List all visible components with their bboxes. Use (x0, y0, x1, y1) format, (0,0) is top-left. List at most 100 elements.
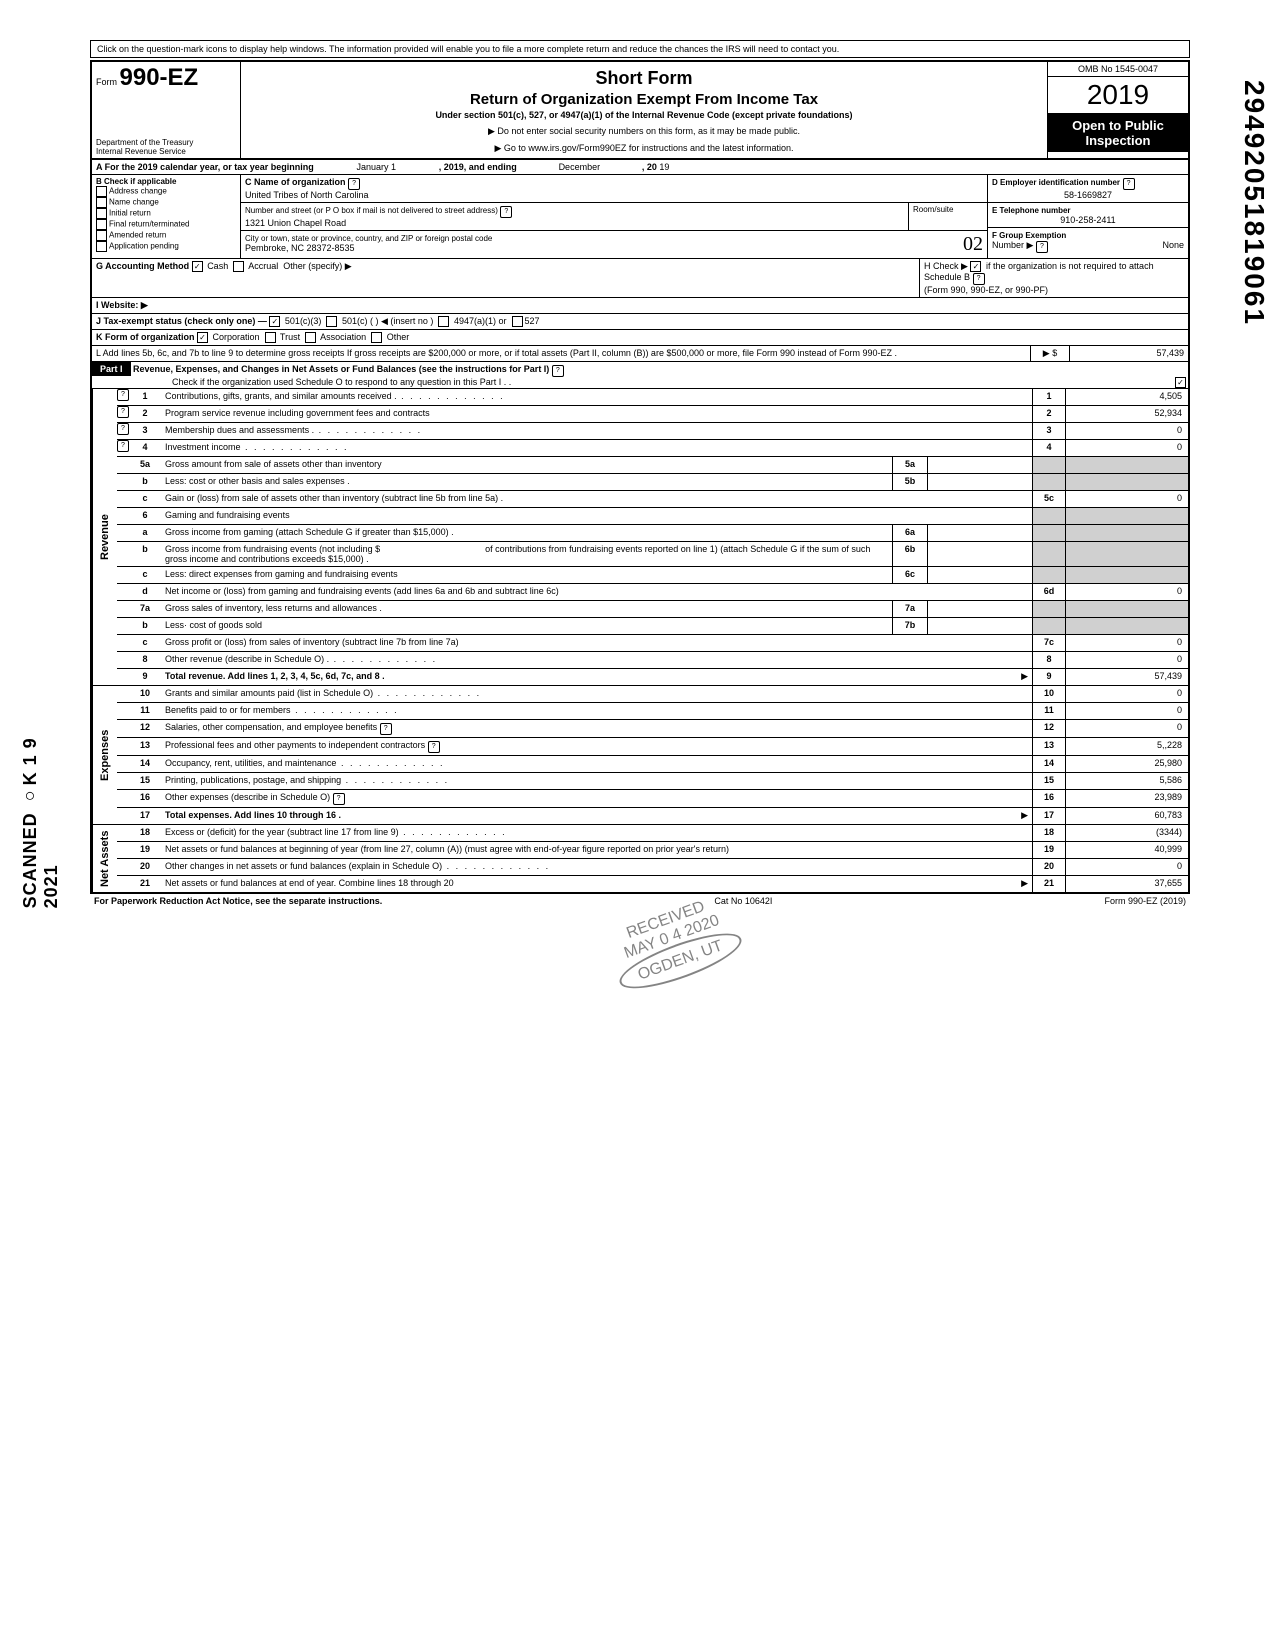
line-6d-desc: Net income or (loss) from gaming and fun… (161, 584, 1032, 600)
line-5b-no: b (129, 474, 161, 490)
line-9-amtno: 9 (1032, 669, 1066, 685)
part1-label: Part I (92, 362, 131, 376)
chk-accrual[interactable] (233, 261, 244, 272)
form-header: Form 990-EZ Department of the Treasury I… (90, 60, 1190, 160)
footer-right: Form 990-EZ (2019) (1104, 896, 1186, 906)
help-icon[interactable]: ? (973, 273, 985, 285)
line-21-no: 21 (129, 876, 161, 892)
row-a-suffix: , 20 (642, 162, 657, 172)
form-number: 990-EZ (120, 64, 199, 91)
arrow-icon: ▶ (1021, 810, 1028, 821)
line-17-amt: 60,783 (1066, 808, 1188, 824)
org-name: United Tribes of North Carolina (245, 190, 369, 200)
line-4-amt: 0 (1066, 440, 1188, 456)
chk-501c[interactable] (326, 316, 337, 327)
line-7a-desc: Gross sales of inventory, less returns a… (161, 601, 892, 617)
line-13-desc: Professional fees and other payments to … (165, 740, 425, 750)
line-6b-desc1: Gross income from fundraising events (no… (165, 544, 380, 554)
dept-treasury: Department of the Treasury (96, 138, 193, 147)
line-7b-desc: Less· cost of goods sold (161, 618, 892, 634)
subtitle: Under section 501(c), 527, or 4947(a)(1)… (245, 110, 1043, 120)
line-21-amtno: 21 (1032, 876, 1066, 892)
help-icon[interactable]: ? (380, 723, 392, 735)
chk-address[interactable] (96, 186, 107, 197)
line-5c-amt: 0 (1066, 491, 1188, 507)
help-icon[interactable]: ? (117, 406, 129, 418)
section-f-label: F Group Exemption (992, 231, 1066, 240)
help-icon[interactable]: ? (348, 178, 360, 190)
chk-initial[interactable] (96, 208, 107, 219)
chk-final[interactable] (96, 219, 107, 230)
line-12-amt: 0 (1066, 720, 1188, 737)
section-e-label: E Telephone number (992, 206, 1071, 215)
handwritten-02: 02 (963, 233, 983, 256)
city-label: City or town, state or province, country… (245, 234, 492, 243)
lbl-address: Address change (109, 187, 167, 196)
line-6c-no: c (129, 567, 161, 583)
lbl-amended: Amended return (109, 231, 166, 240)
line-6d-amt: 0 (1066, 584, 1188, 600)
line-7a-no: 7a (129, 601, 161, 617)
chk-amended[interactable] (96, 230, 107, 241)
row-k-label: K Form of organization (96, 332, 195, 342)
chk-assoc[interactable] (305, 332, 316, 343)
help-icon[interactable]: ? (552, 365, 564, 377)
line-3-no: 3 (129, 423, 161, 439)
chk-name[interactable] (96, 197, 107, 208)
help-icon[interactable]: ? (1123, 178, 1135, 190)
line-9-no: 9 (129, 669, 161, 685)
chk-corp[interactable]: ✓ (197, 332, 208, 343)
chk-other-org[interactable] (371, 332, 382, 343)
part1-title: Revenue, Expenses, and Changes in Net As… (133, 364, 549, 374)
line-11-amt: 0 (1066, 703, 1188, 719)
help-icon[interactable]: ? (428, 741, 440, 753)
line-10-amtno: 10 (1032, 686, 1066, 702)
chk-pending[interactable] (96, 241, 107, 252)
line-1-amtno: 1 (1032, 389, 1066, 405)
line-7b-sub: 7b (892, 618, 928, 634)
end-month: December (519, 162, 639, 172)
help-icon[interactable]: ? (500, 206, 512, 218)
line-5b-desc: Less: cost or other basis and sales expe… (161, 474, 892, 490)
line-8-amt: 0 (1066, 652, 1188, 668)
help-icon[interactable]: ? (117, 389, 129, 401)
title-return: Return of Organization Exempt From Incom… (245, 91, 1043, 108)
line-5c-no: c (129, 491, 161, 507)
line-3-amt: 0 (1066, 423, 1188, 439)
footer-mid: Cat No 10642I (714, 896, 772, 906)
lbl-pending: Application pending (109, 242, 179, 251)
chk-schedule-o[interactable]: ✓ (1175, 377, 1186, 388)
line-15-amtno: 15 (1032, 773, 1066, 789)
line-6c-sub: 6c (892, 567, 928, 583)
line-3-desc: Membership dues and assessments . (161, 423, 1032, 439)
lbl-insert-no: ) ◀ (insert no ) (376, 316, 434, 326)
row-a-label: A For the 2019 calendar year, or tax yea… (96, 162, 314, 172)
line-14-amtno: 14 (1032, 756, 1066, 772)
chk-cash[interactable]: ✓ (192, 261, 203, 272)
footer-left: For Paperwork Reduction Act Notice, see … (94, 896, 382, 906)
line-21-amt: 37,655 (1066, 876, 1188, 892)
street-label: Number and street (or P O box if mail is… (245, 206, 498, 215)
line-11-amtno: 11 (1032, 703, 1066, 719)
chk-4947[interactable] (438, 316, 449, 327)
line-20-desc: Other changes in net assets or fund bala… (161, 859, 1032, 875)
chk-schedule-b[interactable]: ✓ (970, 261, 981, 272)
chk-527[interactable] (512, 316, 523, 327)
line-6b-sub: 6b (892, 542, 928, 566)
open-to-public: Open to Public (1050, 118, 1186, 133)
chk-trust[interactable] (265, 332, 276, 343)
row-l-value: 57,439 (1070, 346, 1188, 361)
help-icon[interactable]: ? (1036, 241, 1048, 253)
help-icon[interactable]: ? (117, 423, 129, 435)
help-icon[interactable]: ? (333, 793, 345, 805)
lbl-corp: Corporation (213, 332, 260, 342)
chk-501c3[interactable]: ✓ (269, 316, 280, 327)
line-10-no: 10 (129, 686, 161, 702)
line-7c-amt: 0 (1066, 635, 1188, 651)
note-ssn: ▶ Do not enter social security numbers o… (245, 126, 1043, 137)
help-icon[interactable]: ? (117, 440, 129, 452)
stamp-date: MAY 0 4 2020 (608, 907, 735, 968)
lbl-trust: Trust (280, 332, 300, 342)
line-10-amt: 0 (1066, 686, 1188, 702)
ein: 58-1669827 (992, 190, 1184, 200)
